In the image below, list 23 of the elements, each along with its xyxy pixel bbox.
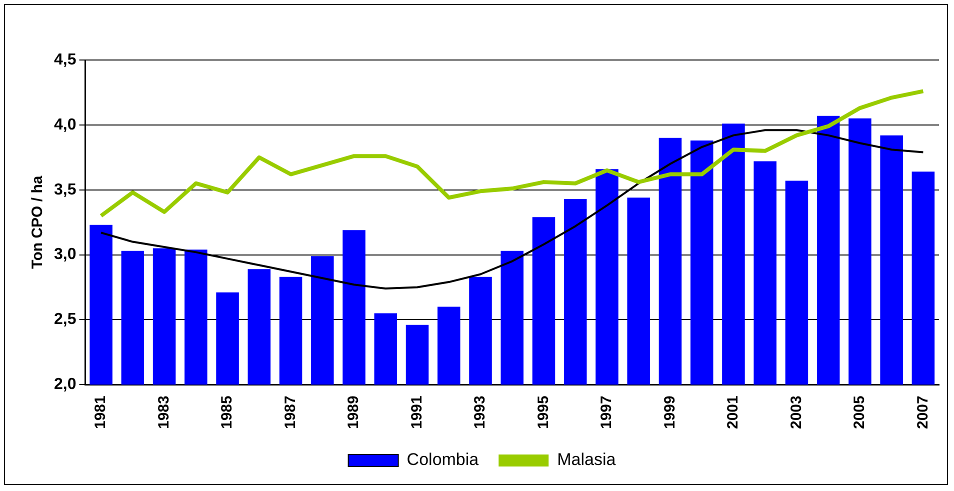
x-tick-label: 1991 <box>408 396 426 430</box>
x-tick-label: 1995 <box>534 396 552 430</box>
y-tick-label: 3,5 <box>54 181 76 198</box>
y-tick-label: 4,0 <box>54 116 76 134</box>
y-axis-title: Ton CPO / ha <box>29 175 46 269</box>
legend-label: Colombia <box>406 450 480 470</box>
x-tick-label: 1987 <box>282 396 299 430</box>
x-tick-label: 1993 <box>472 396 489 430</box>
x-tick-label: 1985 <box>218 396 236 430</box>
y-tick-label: 2,5 <box>54 311 76 328</box>
x-tick-label: 1989 <box>345 396 362 430</box>
x-tick-label: 1981 <box>92 396 110 430</box>
x-tick-label: 2001 <box>724 396 742 430</box>
y-tick-label: 2,0 <box>54 376 76 394</box>
x-tick-label: 2005 <box>851 396 868 430</box>
x-tick-label: 1983 <box>155 396 172 430</box>
legend-label: Malasia <box>557 450 616 470</box>
x-tick-label: 1999 <box>661 396 678 430</box>
x-tick-label: 2007 <box>914 396 932 430</box>
y-tick-label: 3,0 <box>54 246 76 264</box>
y-tick-label: 4,5 <box>54 51 76 68</box>
x-tick-label: 1997 <box>598 396 616 430</box>
x-tick-label: 2003 <box>788 396 805 430</box>
